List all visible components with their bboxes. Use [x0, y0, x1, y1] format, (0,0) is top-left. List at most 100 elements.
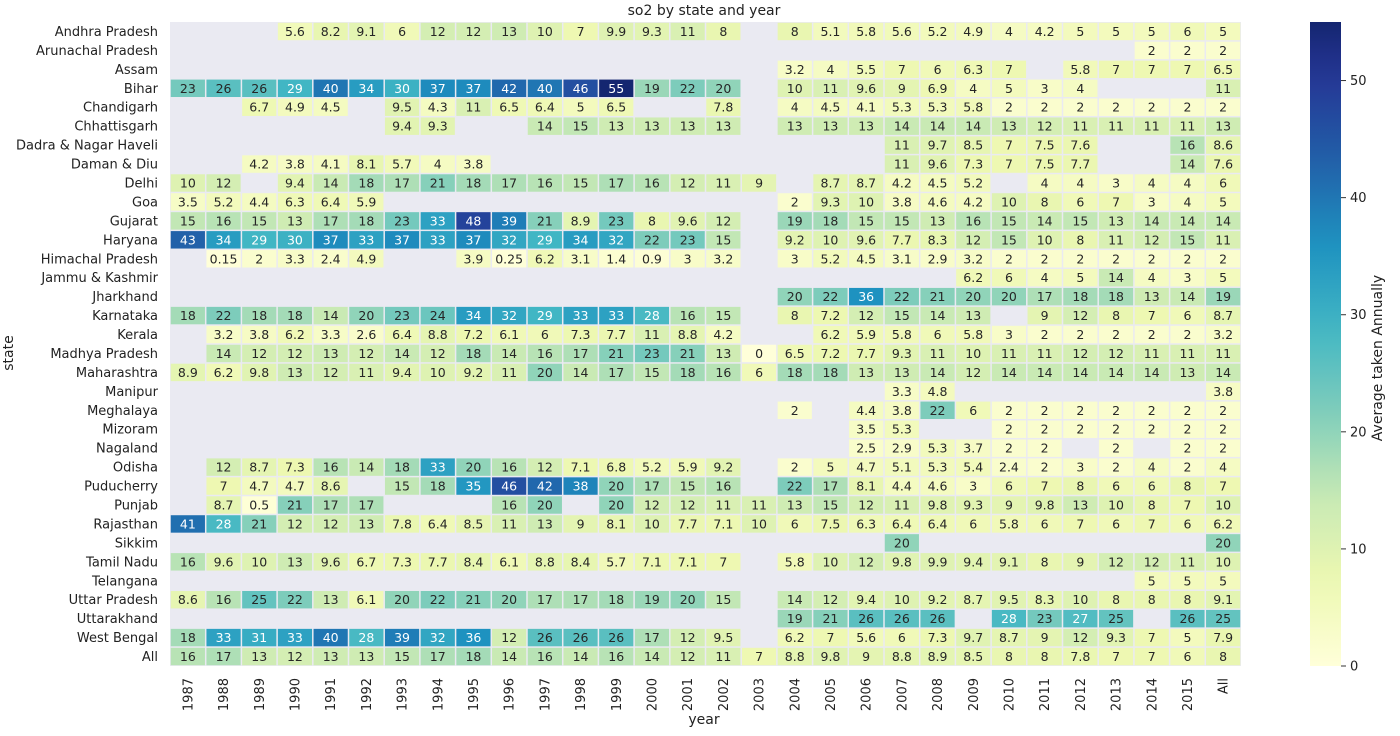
heatmap-cell	[777, 212, 812, 230]
cell-value-label: 5	[1219, 194, 1227, 209]
cell-value-label: 5.9	[356, 194, 376, 209]
heatmap-cell-empty	[242, 174, 277, 192]
heatmap-cell	[884, 79, 919, 98]
cell-value-label: 4.9	[285, 100, 305, 115]
cell-value-label: 13	[680, 119, 696, 134]
cell-value-label: 14	[394, 346, 410, 361]
heatmap-cell-empty	[527, 401, 562, 420]
cell-value-label: 2	[1041, 251, 1049, 266]
cell-value-label: 18	[1072, 289, 1088, 304]
heatmap-cell	[991, 98, 1027, 116]
heatmap-cell-empty	[1098, 41, 1134, 60]
y-tick-label: Kerala	[117, 328, 158, 343]
cell-value-label: 13	[930, 213, 946, 228]
heatmap-cell	[349, 231, 384, 249]
heatmap-cell-empty	[741, 325, 777, 344]
heatmap-cell-empty	[349, 117, 384, 135]
heatmap-cell	[1206, 628, 1241, 647]
heatmap-cell	[492, 515, 527, 533]
heatmap-cell	[813, 325, 848, 344]
cell-value-label: 8.3	[928, 232, 948, 247]
heatmap-cell	[384, 231, 420, 249]
cell-value-label: 16	[715, 479, 731, 494]
heatmap-cell	[634, 363, 670, 382]
heatmap-cell	[563, 174, 598, 192]
heatmap-cell	[599, 306, 634, 325]
heatmap-cell-empty	[599, 572, 634, 590]
cell-value-label: 7.9	[1213, 630, 1233, 645]
heatmap-cell	[313, 22, 348, 41]
heatmap-cell	[956, 515, 991, 533]
heatmap-cell-empty	[634, 98, 670, 116]
cell-value-label: 17	[608, 176, 624, 191]
cell-value-label: 7.6	[1213, 157, 1233, 172]
heatmap-cell	[956, 401, 991, 420]
heatmap-cell-empty	[527, 60, 562, 79]
heatmap-cell-empty	[420, 382, 455, 401]
cell-value-label: 11	[715, 498, 731, 513]
heatmap-cell	[242, 477, 277, 495]
heatmap-cell	[1134, 41, 1169, 60]
heatmap-cell	[777, 231, 812, 249]
heatmap-cell	[456, 628, 491, 647]
cell-value-label: 5.9	[678, 460, 698, 475]
heatmap-cell	[456, 250, 491, 268]
cell-value-label: 18	[822, 213, 838, 228]
cell-value-label: 19	[644, 592, 660, 607]
heatmap-cell	[920, 477, 955, 495]
heatmap-cell	[777, 628, 812, 647]
heatmap-cell	[1170, 212, 1205, 230]
heatmap-cell-empty	[384, 193, 420, 211]
heatmap-cell	[991, 458, 1027, 476]
heatmap-cell	[563, 628, 598, 647]
heatmap-cell-empty	[349, 136, 384, 154]
cell-value-label: 13	[1001, 119, 1017, 134]
cell-value-label: 22	[287, 592, 303, 607]
cell-value-label: 15	[1001, 232, 1017, 247]
heatmap-cell-empty	[991, 306, 1027, 325]
y-tick-label: Dadra & Nagar Haveli	[16, 139, 158, 154]
cell-value-label: 8.8	[428, 327, 448, 342]
cell-value-label: 13	[1215, 119, 1231, 134]
cell-value-label: 15	[894, 213, 910, 228]
heatmap-cell	[492, 458, 527, 476]
cell-value-label: 6.5	[785, 346, 805, 361]
heatmap-cell	[1134, 628, 1169, 647]
heatmap-cell-empty	[777, 572, 812, 590]
heatmap-cell	[384, 306, 420, 325]
heatmap-cell-empty	[206, 382, 241, 401]
cell-value-label: 2.4	[999, 460, 1019, 475]
heatmap-cell-empty	[527, 193, 562, 211]
cell-value-label: 8.9	[178, 365, 198, 380]
cell-value-label: 2	[1112, 403, 1120, 418]
y-tick-label: Gujarat	[110, 214, 158, 229]
heatmap-cell	[670, 477, 705, 495]
heatmap-cell	[1134, 22, 1169, 41]
heatmap-cell	[991, 22, 1027, 41]
cell-value-label: 14	[930, 308, 946, 323]
cell-value-label: 7.7	[1070, 157, 1090, 172]
heatmap-cell	[884, 231, 919, 249]
heatmap-cell	[242, 250, 277, 268]
cell-value-label: 6.1	[499, 554, 519, 569]
cell-value-label: 16	[715, 365, 731, 380]
cell-value-label: 12	[430, 24, 446, 39]
cell-value-label: 5	[577, 100, 585, 115]
heatmap-cell	[1170, 325, 1205, 344]
heatmap-cell	[920, 496, 955, 514]
heatmap-cell	[492, 306, 527, 325]
heatmap-cell	[277, 515, 313, 533]
heatmap-cell	[849, 420, 884, 438]
heatmap-cell	[1134, 477, 1169, 495]
cell-value-label: 4.4	[892, 479, 912, 494]
heatmap-cell	[313, 250, 348, 268]
cell-value-label: 4.2	[892, 176, 912, 191]
y-tick-label: Jharkhand	[91, 290, 158, 305]
cell-value-label: 40	[537, 81, 553, 96]
cell-value-label: 3.8	[1213, 384, 1233, 399]
cell-value-label: 8.5	[963, 649, 983, 664]
cell-value-label: 14	[1144, 213, 1160, 228]
heatmap-cell	[706, 628, 741, 647]
